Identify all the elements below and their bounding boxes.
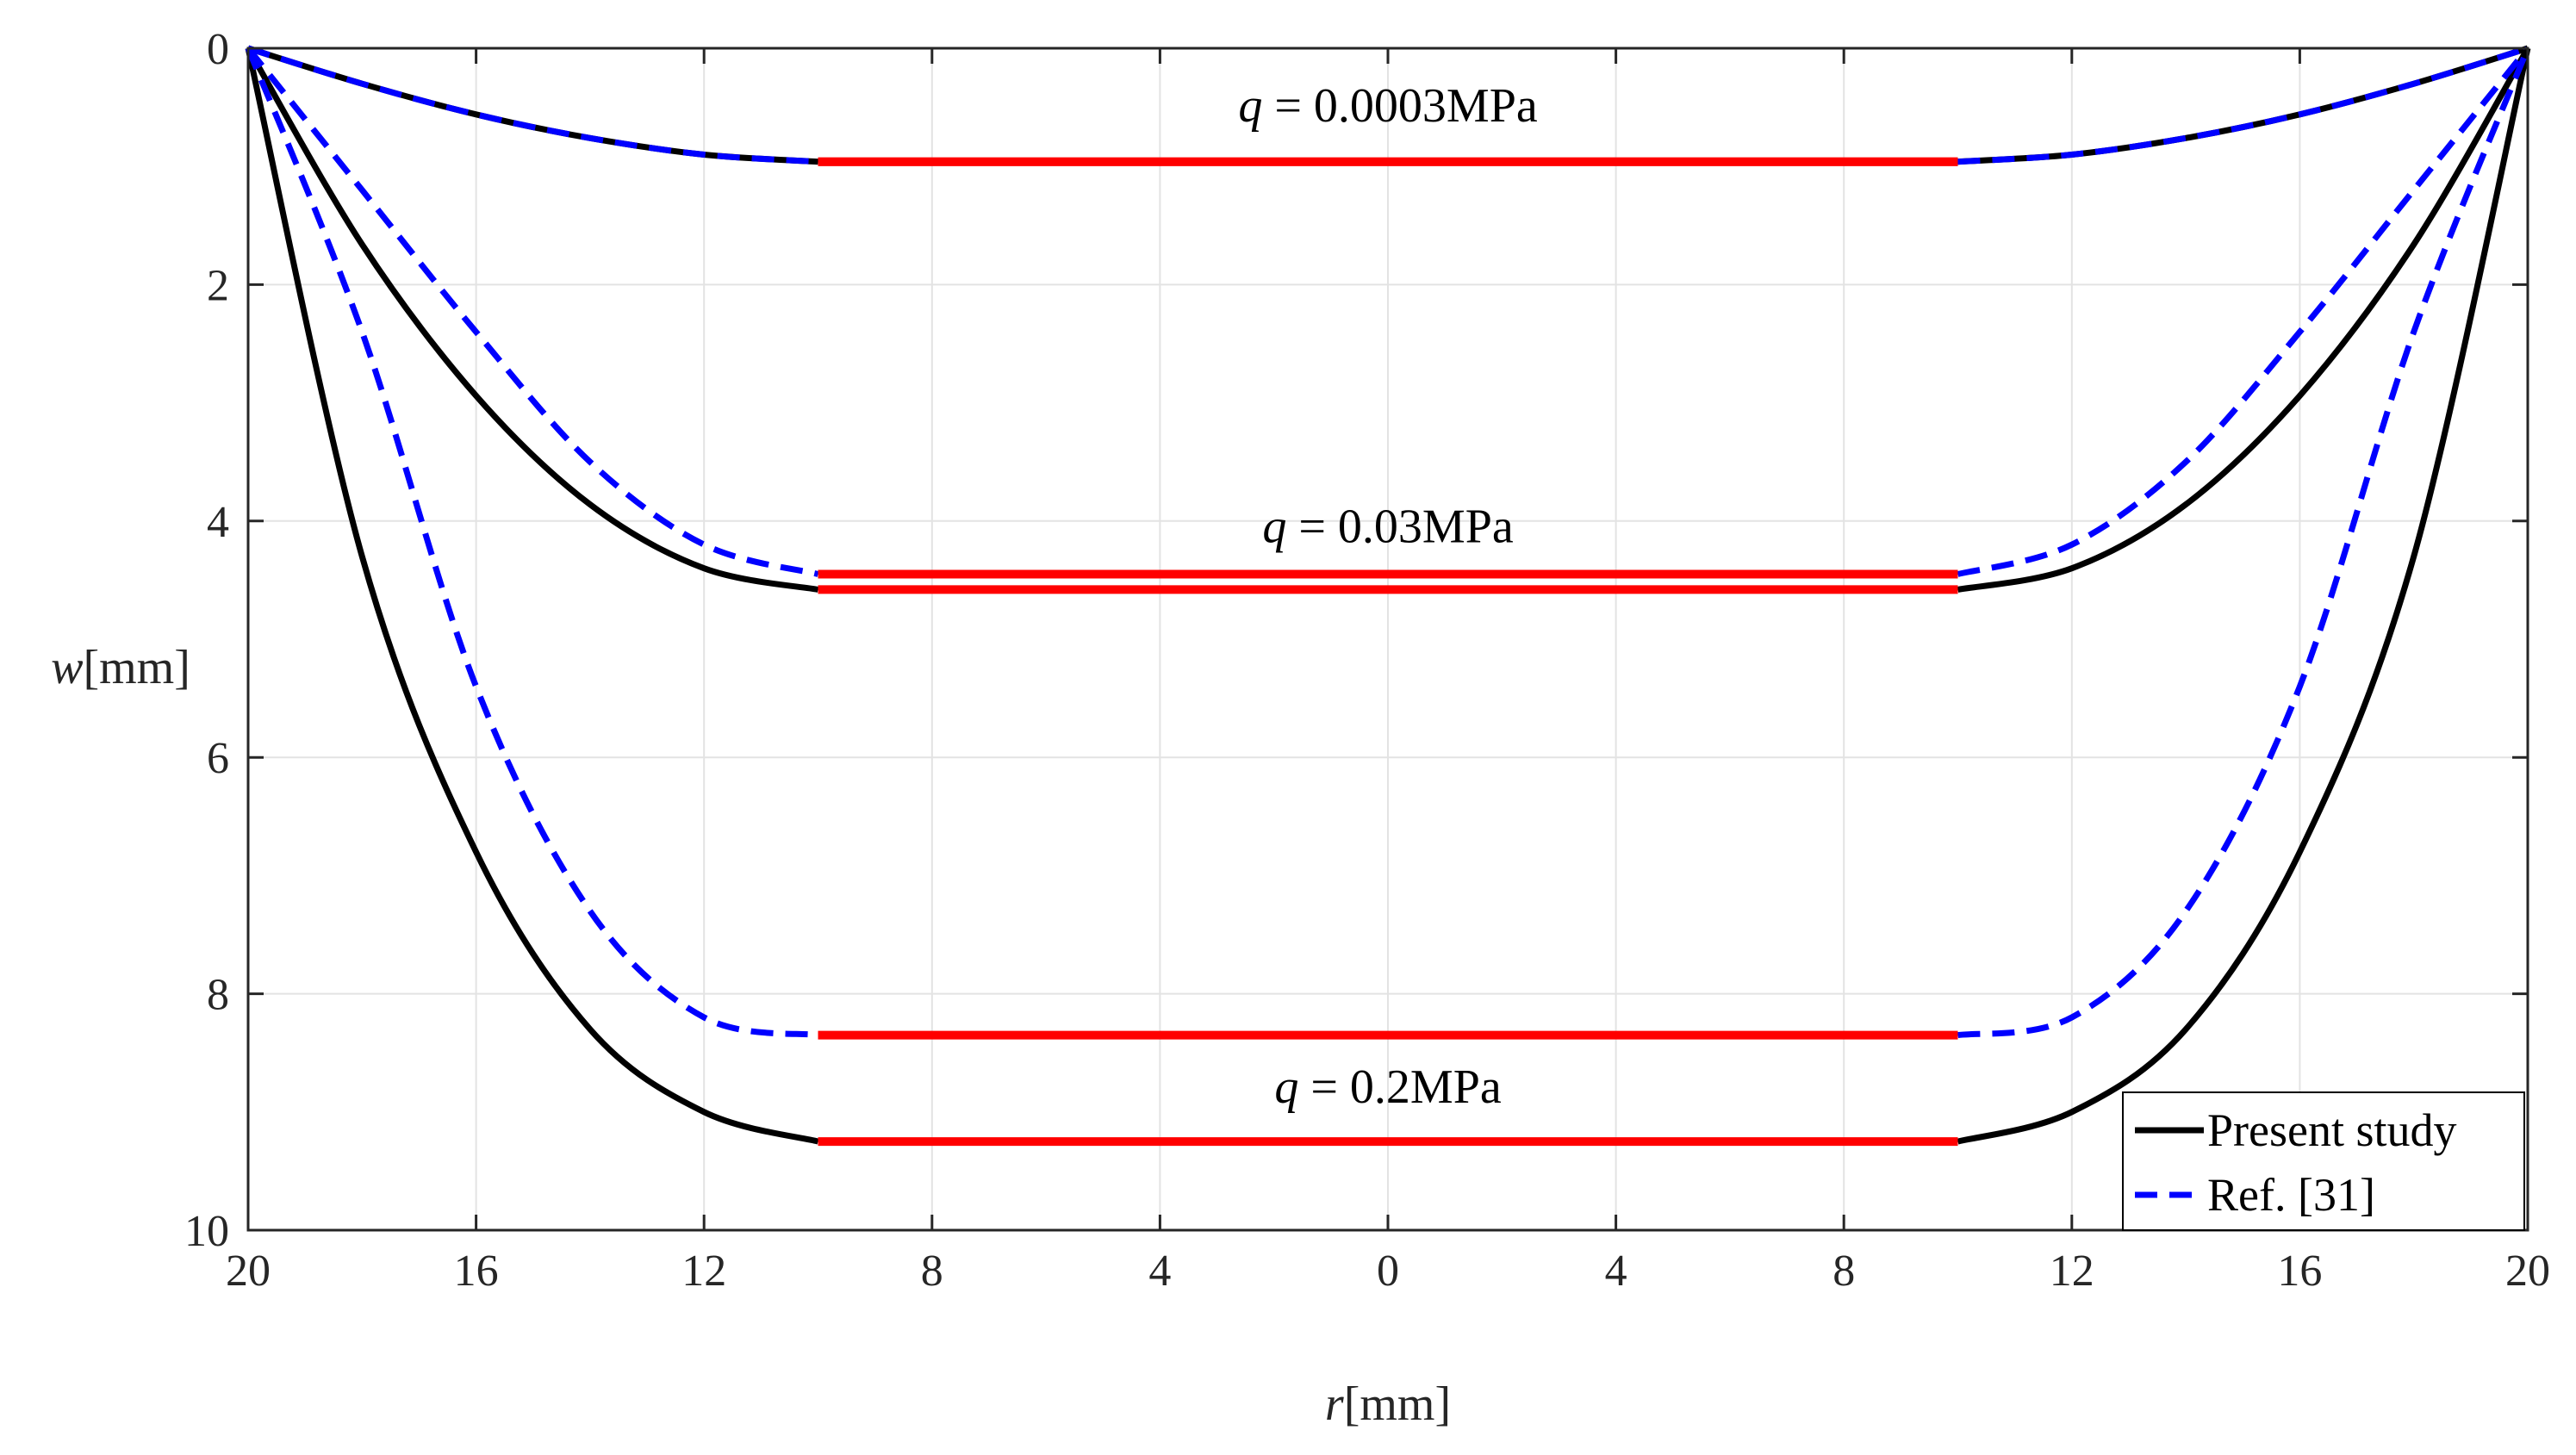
curve-ref-31-right [1957,46,2530,577]
x-tick-label: 4 [1605,1247,1627,1296]
curve-ref-31-left [245,47,819,1039]
y-tick-label: 4 [207,498,229,547]
curve-present-study-left [245,47,819,593]
load-annotation: q = 0.2MPa [1274,1060,1502,1114]
flat-contact-segments [818,157,1958,1147]
series-curves [245,45,2531,1145]
load-annotation: q = 0.03MPa [1262,500,1514,553]
y-axis-label: w[mm] [51,641,190,694]
curve-ref-31-right [1957,47,2531,1039]
x-tick-label: 4 [1148,1247,1171,1296]
x-tick-label: 8 [921,1247,943,1296]
y-tick-label: 8 [207,971,229,1020]
x-tick-label: 0 [1377,1247,1399,1296]
x-tick-label: 8 [1832,1247,1855,1296]
curve-ref-31-left [246,46,819,577]
curve-present-study-right [1957,47,2531,593]
x-tick-label: 20 [226,1247,271,1296]
x-tick-label: 12 [681,1247,726,1296]
x-tick-label: 16 [454,1247,499,1296]
load-annotation: q = 0.0003MPa [1238,79,1538,133]
load-annotations: q = 0.0003MPa q = 0.03MPa q = 0.2MPa [1238,79,1538,1114]
x-axis-label: r[mm] [1325,1377,1451,1431]
curve-ref-31-left [246,45,818,165]
curve-present-study-right [1957,47,2531,1145]
legend: Present study Ref. [31] [2122,1091,2525,1231]
x-tick-label: 20 [2505,1247,2550,1296]
x-tick-label: 12 [2050,1247,2094,1296]
curve-ref-31-right [1957,45,2529,165]
curve-present-study-left [245,47,819,1145]
legend-label-present-study: Present study [2207,1104,2457,1156]
y-tick-label: 6 [207,734,229,783]
legend-box [2122,1091,2525,1231]
legend-label-ref-31: Ref. [31] [2207,1169,2375,1221]
y-tick-label: 0 [207,25,229,74]
y-tick-label: 2 [207,261,229,310]
x-tick-label: 16 [2277,1247,2322,1296]
y-tick-label: 10 [184,1207,229,1256]
